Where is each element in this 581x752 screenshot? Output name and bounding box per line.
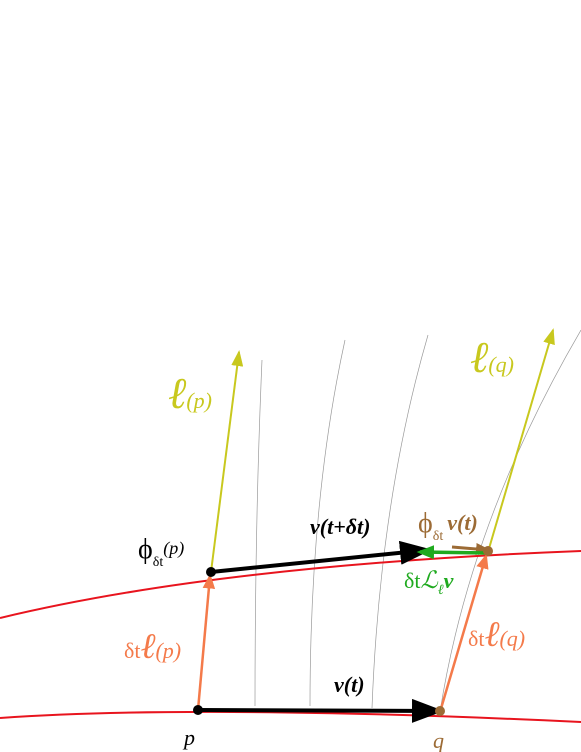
lie-label: δtℒℓv: [404, 568, 454, 598]
ell-q-label: ℓ(q): [470, 333, 514, 382]
ell-q-arrow: [487, 328, 555, 553]
phi-v-label: ϕδtv(t): [418, 508, 478, 544]
ell-p-label: ℓ(p): [168, 369, 212, 418]
dt-ell-p-label: δtℓ(p): [124, 626, 181, 666]
curve-lower: [0, 710, 581, 723]
v-t-dt-arrow: [210, 540, 432, 574]
curve-upper: [0, 550, 581, 619]
point-phi-q: [483, 546, 493, 556]
flow-lines: [254, 329, 581, 713]
point-p: [193, 705, 203, 715]
phi-v-arrow: [451, 543, 491, 555]
v-t-dt-label: v(t+δt): [310, 514, 370, 539]
v-t-label: v(t): [334, 672, 365, 697]
point-phi-p: [206, 567, 216, 577]
dt-ell-p-arrow: [196, 573, 216, 711]
ell-p-arrow: [210, 350, 244, 573]
point-q: [435, 706, 445, 716]
dt-ell-q-arrow: [438, 553, 489, 713]
dt-ell-q-label: δtℓ(q): [468, 614, 525, 654]
phi-p-label: ϕδt(p): [138, 534, 184, 570]
lie-arrow: [416, 545, 489, 560]
p-label: p: [182, 725, 195, 750]
v-t-arrow: [197, 698, 444, 723]
q-label: q: [433, 728, 444, 752]
